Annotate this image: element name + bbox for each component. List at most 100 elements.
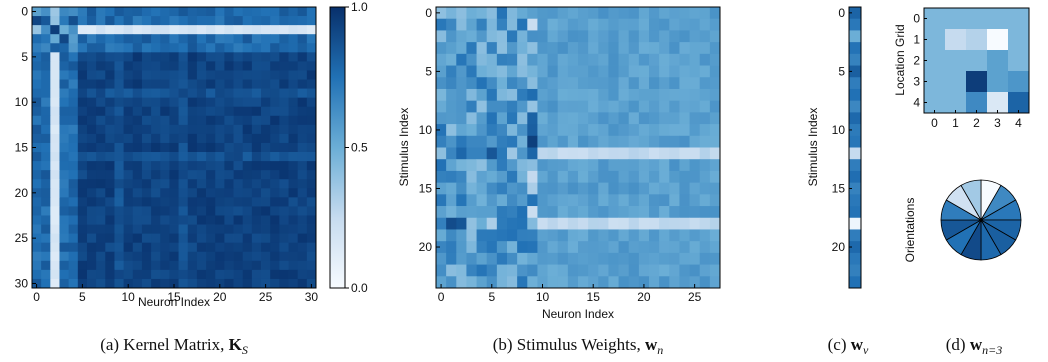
heatmap-cell	[477, 66, 488, 78]
heatmap-cell	[679, 101, 690, 113]
heatmap-cell	[78, 34, 88, 43]
heatmap-cell	[639, 183, 650, 195]
heatmap-cell	[289, 143, 299, 152]
heatmap-cell	[206, 215, 216, 224]
heatmap-cell	[78, 206, 88, 215]
heatmap-cell	[568, 171, 579, 183]
heatmap-cell	[179, 70, 189, 79]
heatmap-cell	[87, 7, 97, 16]
heatmap-cell	[497, 171, 508, 183]
heatmap-cell	[289, 215, 299, 224]
heatmap-cell	[598, 183, 609, 195]
heatmap-cell	[59, 225, 69, 234]
heatmap-cell	[588, 77, 599, 89]
heatmap-cell	[298, 70, 308, 79]
grid-cell	[924, 8, 945, 29]
heatmap-cell	[224, 25, 234, 34]
heatmap-cell	[477, 124, 488, 136]
heatmap-cell	[124, 143, 134, 152]
heatmap-cell	[497, 276, 508, 288]
heatmap-cell	[639, 171, 650, 183]
heatmap-cell	[41, 43, 51, 52]
heatmap-cell	[78, 215, 88, 224]
heatmap-cell	[298, 234, 308, 243]
heatmap-cell	[466, 194, 477, 206]
heatmap-cell	[537, 218, 548, 230]
heatmap-cell	[307, 143, 317, 152]
heatmap-cell	[527, 7, 538, 19]
heatmap-cell	[659, 136, 670, 148]
heatmap-cell	[517, 159, 528, 171]
heatmap-cell	[598, 229, 609, 241]
heatmap-cell	[588, 30, 599, 42]
heatmap-cell	[243, 25, 253, 34]
heatmap-cell	[527, 101, 538, 113]
heatmap-cell	[558, 77, 569, 89]
heatmap-cell	[568, 89, 579, 101]
heatmap-cell	[142, 225, 152, 234]
heatmap-cell	[517, 206, 528, 218]
heatmap-cell	[307, 197, 317, 206]
heatmap-cell	[598, 206, 609, 218]
heatmap-cell	[619, 148, 630, 160]
heatmap-cell	[206, 143, 216, 152]
heatmap-cell	[527, 183, 538, 195]
orientations-label: Orientations	[903, 198, 917, 263]
heatmap-cell	[151, 261, 161, 270]
heatmap-cell	[215, 98, 225, 107]
heatmap-cell	[279, 89, 289, 98]
tick-label: 3	[913, 75, 920, 89]
heatmap-cell	[151, 279, 161, 288]
heatmap-cell	[188, 107, 198, 116]
heatmap-cell	[558, 265, 569, 277]
heatmap-cell	[639, 19, 650, 31]
heatmap-cell	[477, 101, 488, 113]
heatmap-cell	[133, 170, 143, 179]
heatmap-cell	[537, 148, 548, 160]
heatmap-cell	[124, 188, 134, 197]
heatmap-cell	[50, 34, 60, 43]
heatmap-cell	[160, 89, 170, 98]
heatmap-cell	[96, 243, 106, 252]
heatmap-cell	[700, 30, 711, 42]
heatmap-cell	[169, 134, 179, 143]
heatmap-cell	[690, 148, 701, 160]
heatmap-cell	[558, 30, 569, 42]
heatmap-cell	[206, 52, 216, 61]
heatmap-cell	[142, 16, 152, 25]
heatmap-cell	[69, 206, 79, 215]
heatmap-cell	[679, 218, 690, 230]
heatmap-cell	[679, 136, 690, 148]
heatmap-cell	[279, 98, 289, 107]
heatmap-cell	[598, 66, 609, 78]
heatmap-cell	[142, 43, 152, 52]
heatmap-cell	[114, 143, 124, 152]
heatmap-cell	[188, 206, 198, 215]
heatmap-cell	[32, 152, 42, 161]
heatmap-cell	[142, 7, 152, 16]
heatmap-cell	[477, 229, 488, 241]
heatmap-cell	[436, 30, 447, 42]
heatmap-cell	[298, 89, 308, 98]
heatmap-cell	[558, 89, 569, 101]
heatmap-cell	[649, 30, 660, 42]
heatmap-cell	[649, 276, 660, 288]
heatmap-cell	[456, 124, 467, 136]
heatmap-cell	[124, 270, 134, 279]
heatmap-cell	[517, 77, 528, 89]
heatmap-cell	[69, 89, 79, 98]
heatmap-cell	[243, 270, 253, 279]
heatmap-cell	[608, 7, 619, 19]
heatmap-cell	[69, 188, 79, 197]
heatmap-cell	[234, 116, 244, 125]
heatmap-cell	[261, 70, 271, 79]
heatmap-cell	[477, 265, 488, 277]
heatmap-cell	[188, 215, 198, 224]
heatmap-cell	[497, 194, 508, 206]
heatmap-cell	[124, 52, 134, 61]
heatmap-cell	[96, 98, 106, 107]
heatmap-cell	[41, 52, 51, 61]
heatmap-cell	[690, 194, 701, 206]
heatmap-cell	[456, 265, 467, 277]
heatmap-cell	[456, 276, 467, 288]
